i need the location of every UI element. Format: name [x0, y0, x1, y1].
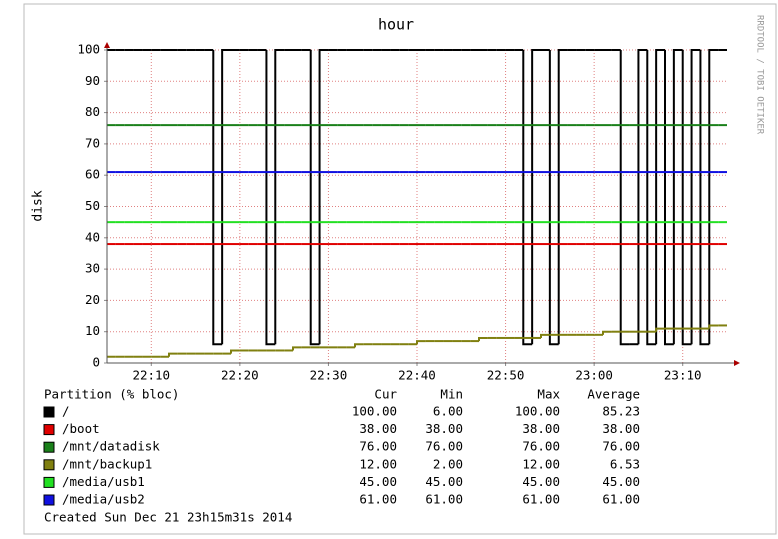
- legend-value: 85.23: [602, 404, 640, 419]
- series-step: [681, 50, 692, 346]
- series-step: [646, 50, 657, 346]
- legend-label: /mnt/datadisk: [62, 439, 160, 454]
- series-step: [708, 49, 719, 345]
- y-axis-arrow: [104, 42, 110, 48]
- series-step: [699, 50, 710, 346]
- y-tick-label: 90: [85, 73, 100, 88]
- legend-value: 45.00: [522, 474, 560, 489]
- legend-value: 38.00: [602, 421, 640, 436]
- series-step: [557, 49, 568, 345]
- y-axis-label: disk: [31, 190, 46, 221]
- series-step: [548, 50, 559, 346]
- series-step: [655, 327, 665, 332]
- series-step: [230, 349, 240, 354]
- legend-column: Min: [440, 387, 463, 402]
- y-tick-label: 50: [85, 198, 100, 213]
- x-tick-label: 22:20: [221, 368, 259, 383]
- y-tick-label: 100: [77, 42, 100, 57]
- series-step: [531, 49, 541, 345]
- x-tick-label: 22:10: [132, 368, 170, 383]
- y-tick-label: 10: [85, 323, 100, 338]
- legend-label: /media/usb1: [62, 474, 145, 489]
- legend-value: 38.00: [359, 421, 397, 436]
- legend-value: 45.00: [602, 474, 640, 489]
- legend-value: 76.00: [522, 439, 560, 454]
- series-step: [318, 49, 329, 345]
- legend-swatch: [43, 424, 55, 436]
- legend-swatch: [43, 406, 55, 418]
- series-step: [416, 340, 426, 345]
- legend-label: /mnt/backup1: [62, 456, 152, 471]
- legend-value: 76.00: [359, 439, 397, 454]
- frame: [23, 3, 777, 535]
- legend-value: 61.00: [425, 492, 463, 507]
- x-tick-label: 23:00: [575, 368, 613, 383]
- series-step: [478, 336, 488, 342]
- series-step: [168, 352, 178, 357]
- series-step: [354, 343, 364, 348]
- legend-value: 76.00: [425, 439, 463, 454]
- y-tick-label: 20: [85, 292, 100, 307]
- legend-value: 38.00: [522, 421, 560, 436]
- series-step: [274, 49, 285, 345]
- legend-value: 45.00: [425, 474, 463, 489]
- x-tick-label: 22:30: [310, 368, 348, 383]
- footer: Created Sun Dec 21 23h15m31s 2014: [44, 510, 292, 525]
- series-step: [292, 346, 302, 351]
- legend-value: 38.00: [425, 421, 463, 436]
- legend-value: 12.00: [522, 456, 560, 471]
- series-step: [522, 50, 533, 346]
- y-tick-label: 30: [85, 261, 100, 276]
- legend-value: 6.00: [433, 404, 463, 419]
- series-step: [540, 333, 550, 338]
- y-tick-label: 60: [85, 167, 100, 182]
- series-step: [309, 50, 320, 346]
- legend-value: 100.00: [515, 404, 560, 419]
- series-step: [602, 330, 612, 335]
- x-tick-label: 22:40: [398, 368, 436, 383]
- series-step: [672, 49, 683, 345]
- legend-label: /boot: [62, 421, 100, 436]
- legend-value: 61.00: [522, 492, 560, 507]
- series-step: [265, 50, 276, 346]
- y-tick-label: 70: [85, 135, 100, 150]
- legend-column: Max: [537, 387, 560, 402]
- y-tick-label: 40: [85, 229, 100, 244]
- legend-value: 76.00: [602, 439, 640, 454]
- legend-swatch: [43, 441, 55, 453]
- series-step: [619, 50, 630, 346]
- legend-label: /media/usb2: [62, 492, 145, 507]
- legend-column: Average: [587, 387, 640, 402]
- y-tick-label: 0: [92, 355, 100, 370]
- legend-column: Cur: [374, 387, 397, 402]
- x-tick-label: 23:10: [664, 368, 702, 383]
- series-step: [655, 49, 665, 345]
- legend-value: 12.00: [359, 456, 397, 471]
- legend-value: 61.00: [602, 492, 640, 507]
- legend-label: /: [62, 404, 70, 419]
- series-step: [637, 49, 648, 345]
- series-step: [212, 50, 223, 346]
- legend-value: 6.53: [610, 456, 640, 471]
- legend-value: 45.00: [359, 474, 397, 489]
- legend-swatch: [43, 459, 55, 471]
- series-step: [221, 49, 231, 345]
- y-tick-label: 80: [85, 104, 100, 119]
- side-text: RRDTOOL / TOBI OETIKER: [755, 15, 765, 135]
- x-tick-label: 22:50: [487, 368, 525, 383]
- chart-title: hour: [378, 16, 414, 34]
- legend-value: 2.00: [433, 456, 463, 471]
- series-step: [708, 324, 719, 329]
- series-step: [664, 50, 674, 346]
- series-step: [690, 49, 701, 345]
- legend-swatch: [43, 494, 55, 506]
- x-axis-arrow: [734, 360, 740, 366]
- legend-value: 100.00: [352, 404, 397, 419]
- legend-value: 61.00: [359, 492, 397, 507]
- legend-swatch: [43, 476, 55, 488]
- legend-title: Partition (% bloc): [44, 387, 179, 402]
